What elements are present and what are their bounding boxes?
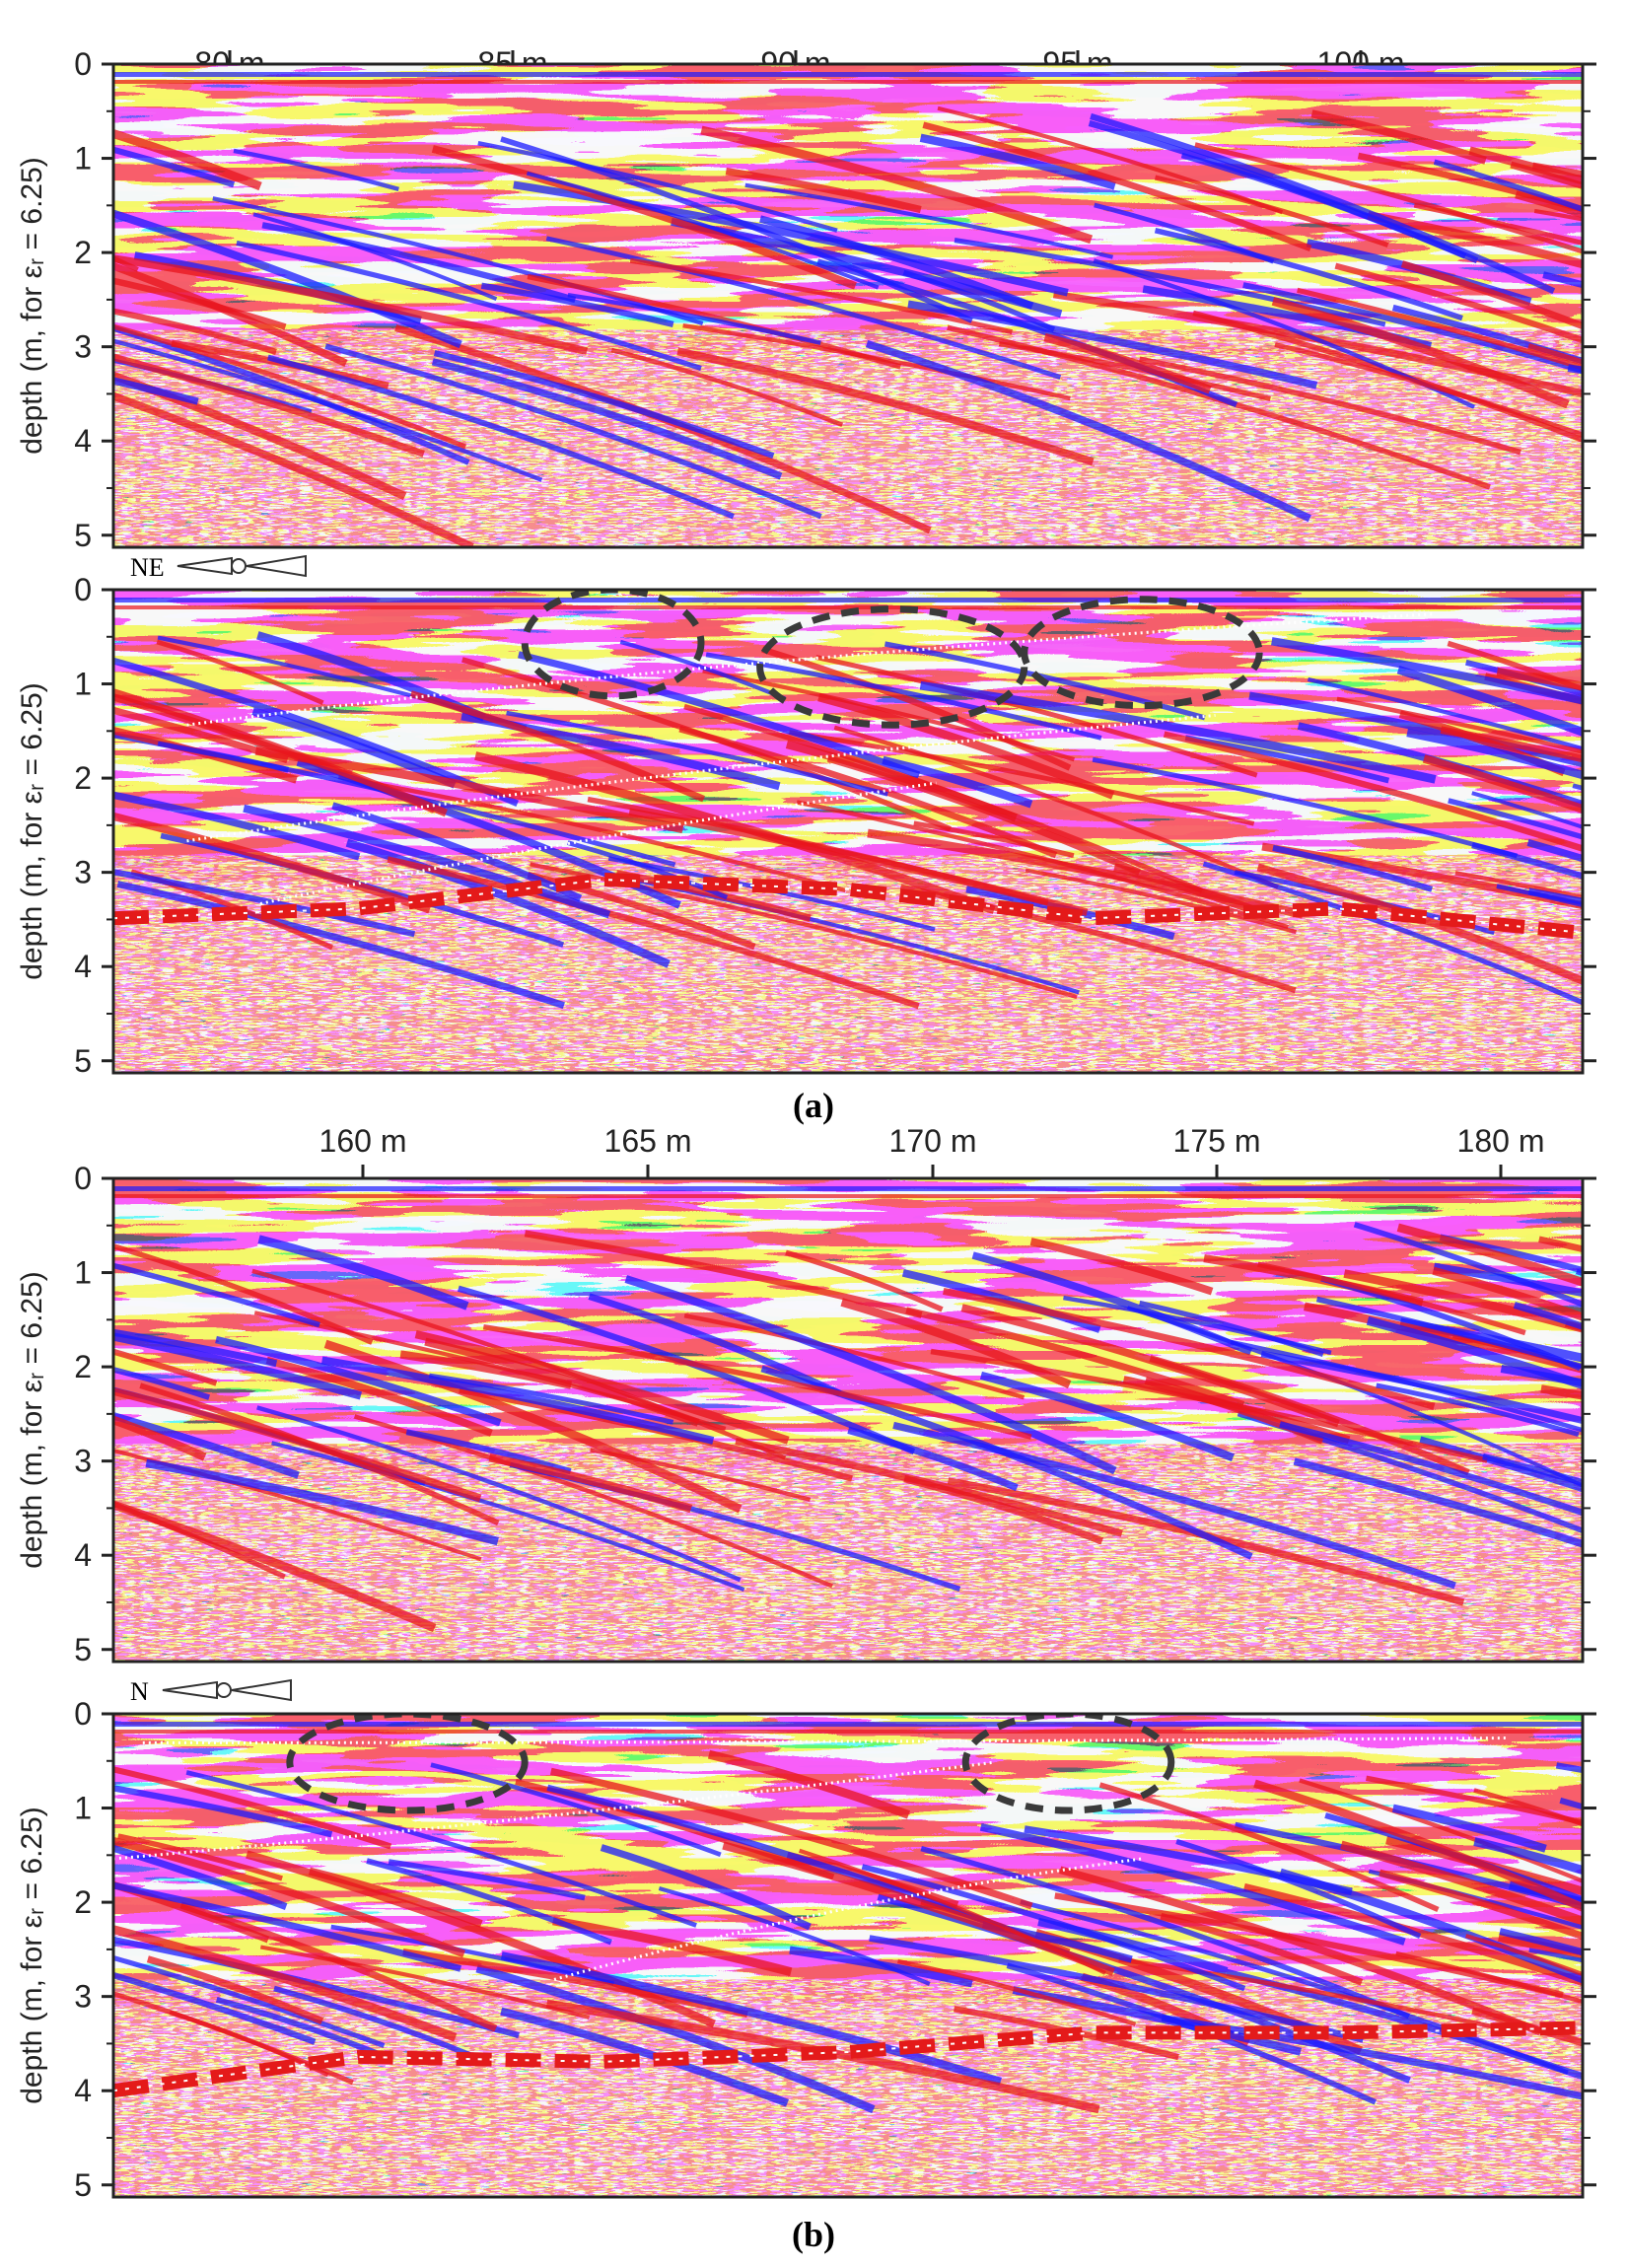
feature-outline	[1021, 596, 1263, 710]
dipping-reflectors	[113, 106, 1583, 547]
feature-outline	[961, 1714, 1175, 1814]
feature-outline	[286, 1714, 529, 1814]
y-tick-label: 0	[74, 1696, 92, 1732]
y-tick-label: 1	[74, 141, 92, 177]
compass-indicator: NE	[130, 553, 307, 582]
panel-caption: (b)	[792, 2215, 835, 2254]
compass-label: N	[130, 1677, 149, 1706]
section-frame	[111, 1712, 1585, 2199]
compass-arrow-right	[231, 1678, 292, 1702]
y-axis-label: depth (m, for εᵣ = 6.25)	[16, 157, 48, 455]
y-axis-label: depth (m, for εᵣ = 6.25)	[16, 1271, 48, 1569]
y-tick-label: 2	[74, 1349, 92, 1384]
reflector-trace	[113, 1760, 996, 1861]
y-tick-label: 4	[74, 423, 92, 459]
y-tick-label: 2	[74, 1884, 92, 1920]
y-tick-label: 4	[74, 2073, 92, 2108]
y-tick-label: 5	[74, 1043, 92, 1079]
section-frame	[111, 62, 1585, 549]
x-tick-label: 180 m	[1457, 1123, 1545, 1159]
y-tick-label: 4	[74, 949, 92, 984]
y-tick-label: 0	[74, 572, 92, 607]
section-frame	[111, 1176, 1585, 1664]
radar-lower-texture	[113, 1979, 1583, 2197]
section-frame	[111, 588, 1585, 1075]
y-tick-label: 0	[74, 46, 92, 82]
feature-outline	[756, 605, 1028, 729]
x-tick-label: 170 m	[889, 1123, 977, 1159]
x-tick-label: 175 m	[1173, 1123, 1261, 1159]
y-axis-label: depth (m, for εᵣ = 6.25)	[16, 1807, 48, 2104]
y-tick-label: 3	[74, 855, 92, 890]
raw-section: 0 1 2 3 4 5 depth (m, for εᵣ = 6.25)	[16, 46, 1596, 553]
radar-lower-texture	[113, 855, 1583, 1073]
compass-arrow-left	[177, 556, 233, 576]
basal-interface-line	[113, 2020, 1583, 2098]
interpreted-section: 0 1 2 3 4 5 depth (m, for εᵣ = 6.25) NE	[16, 553, 1596, 1079]
compass-label: NE	[130, 553, 165, 582]
y-tick-label: 1	[74, 1255, 92, 1291]
y-tick-label: 1	[74, 1791, 92, 1826]
y-tick-label: 1	[74, 667, 92, 702]
interpretation-overlay	[113, 1714, 1583, 2098]
compass-eye	[216, 1682, 232, 1698]
y-tick-label: 5	[74, 1632, 92, 1667]
feature-outline	[521, 590, 705, 700]
compass-arrow-right	[246, 554, 307, 578]
y-tick-label: 0	[74, 1161, 92, 1196]
compass-arrow-left	[162, 1680, 218, 1700]
panel-b: 160 m 165 m 170 m 175 m 180 m 0 1 2 3 4 5 depth (m,…	[16, 1123, 1596, 2254]
y-tick-label: 5	[74, 2167, 92, 2203]
y-tick-label: 5	[74, 518, 92, 553]
y-tick-label: 3	[74, 1979, 92, 2015]
y-tick-label: 4	[74, 1537, 92, 1573]
y-tick-label: 2	[74, 235, 92, 270]
raw-section: 0 1 2 3 4 5 depth (m, for εᵣ = 6.25)	[16, 1161, 1596, 1667]
y-tick-label: 2	[74, 760, 92, 796]
y-tick-label: 3	[74, 329, 92, 365]
interpretation-overlay	[113, 590, 1583, 940]
x-tick-label: 160 m	[319, 1123, 407, 1159]
interpreted-section: 0 1 2 3 4 5 depth (m, for εᵣ = 6.25) N	[16, 1677, 1596, 2203]
reflector-trace	[553, 1857, 1143, 1981]
panel-caption: (a)	[793, 1086, 834, 1125]
compass-indicator: N	[130, 1677, 292, 1706]
y-tick-label: 3	[74, 1444, 92, 1479]
x-tick-label: 165 m	[604, 1123, 692, 1159]
y-axis-label: depth (m, for εᵣ = 6.25)	[16, 682, 48, 980]
dipping-reflectors	[113, 1749, 1583, 2114]
compass-eye	[231, 558, 247, 574]
